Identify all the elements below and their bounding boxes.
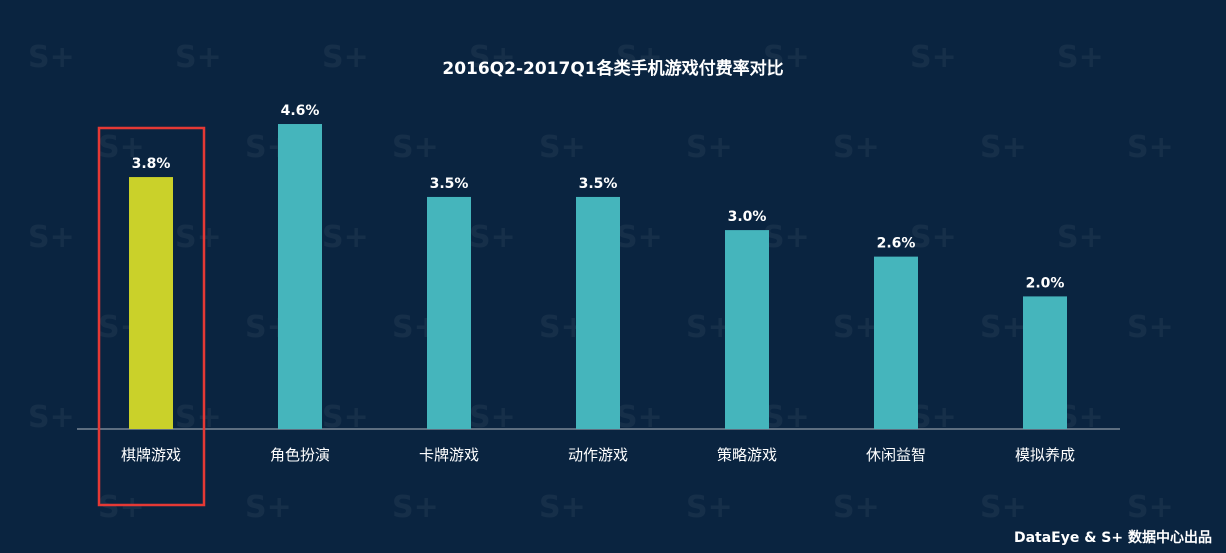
x-tick-label: 棋牌游戏 xyxy=(121,446,181,464)
x-tick-label: 卡牌游戏 xyxy=(419,446,479,464)
x-tick-label: 角色扮演 xyxy=(270,446,330,464)
x-tick-label: 策略游戏 xyxy=(717,446,777,464)
data-label: 4.6% xyxy=(281,103,320,119)
data-label: 3.8% xyxy=(132,156,171,172)
x-tick-label: 模拟养成 xyxy=(1015,446,1075,464)
x-tick-label: 休闲益智 xyxy=(866,446,926,464)
bar xyxy=(278,124,322,430)
bar xyxy=(1023,296,1067,429)
x-tick-label: 动作游戏 xyxy=(568,446,628,464)
data-label: 2.0% xyxy=(1026,275,1065,291)
data-label: 3.5% xyxy=(579,176,618,192)
credit-text: DataEye & S+ 数据中心出品 xyxy=(1013,530,1212,546)
bar xyxy=(576,196,620,429)
highlight-box xyxy=(97,126,206,507)
data-label: 3.0% xyxy=(728,209,767,225)
bar xyxy=(129,177,173,429)
data-label: 3.5% xyxy=(430,176,469,192)
chart-title: 2016Q2-2017Q1各类手机游戏付费率对比 xyxy=(442,59,784,79)
bar xyxy=(427,196,471,429)
bar xyxy=(874,256,918,429)
data-label: 2.6% xyxy=(877,236,916,252)
bar xyxy=(725,230,769,429)
